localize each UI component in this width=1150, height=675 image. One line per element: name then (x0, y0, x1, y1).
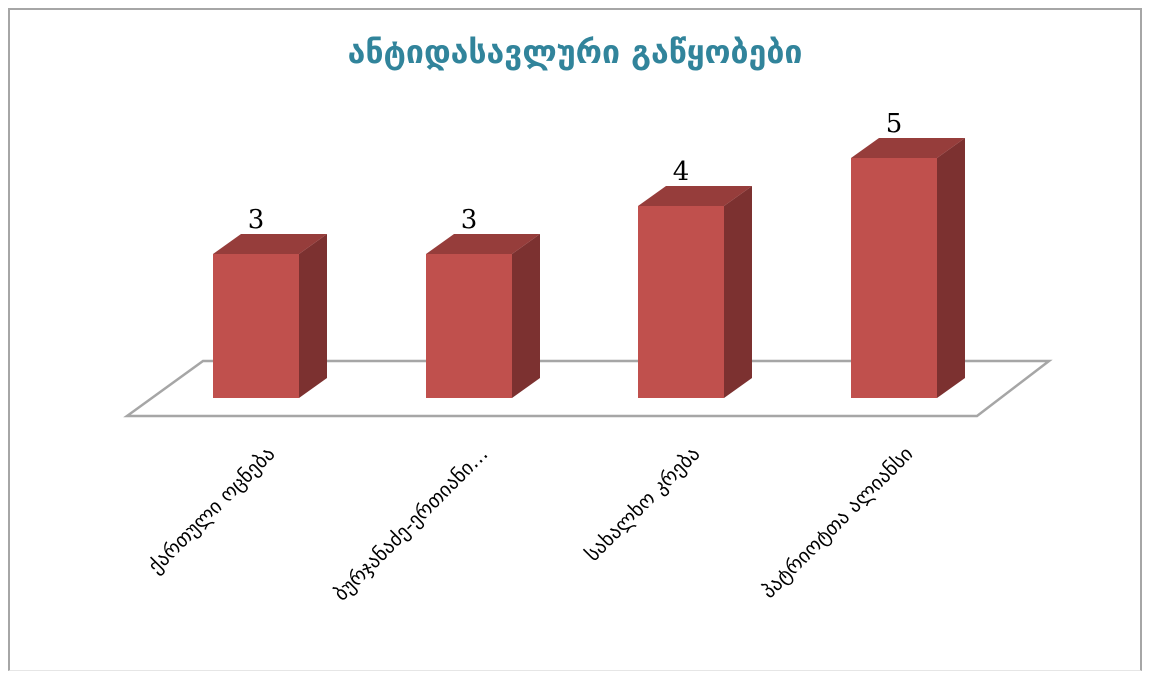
bar-side (937, 138, 965, 398)
bar-front (851, 158, 937, 398)
bar-1 (213, 234, 327, 398)
chart-floor (123, 359, 1053, 418)
bar-2 (426, 234, 540, 398)
bar-front (426, 254, 512, 398)
bar-4 (851, 138, 965, 398)
bar-front (638, 206, 724, 398)
category-label: პატრიოტთა ალიანსი (756, 442, 917, 603)
bar-side (724, 186, 752, 398)
chart-title: ანტიდასავლური გაწყობები (347, 33, 803, 71)
data-label: 4 (673, 157, 690, 187)
bar-top (426, 234, 540, 254)
category-label: ქართული ოცნება (143, 442, 280, 579)
category-label: სახალხო კრება (580, 442, 704, 566)
bar-front (213, 254, 299, 398)
bar-side (512, 234, 540, 398)
bar-top (851, 138, 965, 158)
data-label: 5 (886, 109, 903, 139)
bar-top (638, 186, 752, 206)
chart-frame (8, 8, 1142, 671)
bar-side (299, 234, 327, 398)
data-label: 3 (248, 205, 265, 235)
bar-top (213, 234, 327, 254)
category-label: ბურჯანაძე-ერთიანი… (329, 442, 493, 606)
data-label: 3 (461, 205, 478, 235)
bar-3 (638, 186, 752, 398)
